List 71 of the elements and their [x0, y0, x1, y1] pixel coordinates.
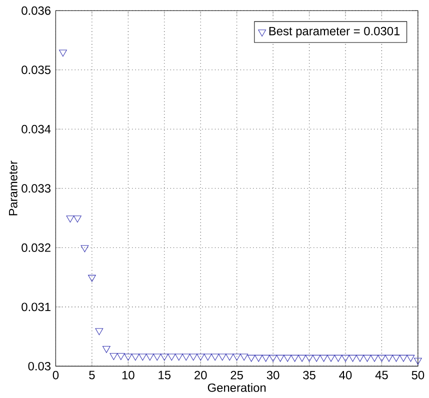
point: [168, 354, 176, 361]
x-tick-label: 20: [194, 370, 207, 380]
point: [298, 354, 306, 362]
y-tick-label: 0.034: [22, 124, 51, 134]
point: [378, 354, 386, 362]
point: [305, 354, 314, 362]
point: [290, 354, 299, 362]
point: [59, 50, 67, 57]
x-tick-label: 15: [158, 370, 171, 380]
point: [160, 354, 168, 361]
point: [110, 353, 118, 360]
point: [254, 354, 262, 362]
x-tick-label: 35: [303, 370, 316, 380]
point: [116, 353, 125, 360]
x-tick-label: 0: [52, 370, 59, 380]
point: [356, 354, 364, 362]
point: [247, 354, 256, 362]
x-axis-title: Generation: [208, 383, 266, 392]
point: [232, 354, 241, 361]
point: [218, 354, 226, 361]
point: [138, 354, 147, 361]
point: [102, 346, 110, 353]
point: [406, 354, 415, 362]
point: [414, 358, 422, 365]
x-tick-label: 5: [89, 370, 95, 380]
point: [146, 354, 154, 361]
point: [334, 354, 342, 362]
point: [88, 274, 96, 282]
point: [370, 354, 378, 362]
legend-label: Best parameter = 0.0301: [269, 26, 400, 38]
point: [182, 354, 190, 361]
point: [320, 354, 328, 362]
point: [66, 216, 74, 223]
x-tick-label: 25: [230, 370, 243, 380]
point: [211, 354, 220, 361]
point: [189, 354, 198, 361]
point: [348, 354, 357, 362]
point: [400, 354, 408, 362]
point: [240, 354, 248, 361]
point: [327, 354, 335, 362]
point: [276, 354, 284, 362]
x-tick-label: 50: [412, 370, 424, 380]
point: [385, 354, 393, 362]
point: [124, 354, 132, 361]
x-tick-label: 30: [266, 370, 280, 380]
y-tick-label: 0.033: [22, 184, 51, 193]
x-tick-label: 10: [122, 370, 134, 380]
point: [262, 354, 270, 362]
point: [80, 245, 89, 252]
y-tick-label: 0.035: [22, 66, 51, 74]
y-axis-title: Parameter: [9, 160, 18, 216]
y-tick-label: 0.03: [28, 362, 51, 370]
point: [284, 354, 292, 362]
point: [226, 354, 234, 361]
point: [269, 354, 277, 362]
point: [204, 354, 212, 361]
point: [174, 354, 183, 361]
x-tick-label: 45: [375, 370, 388, 380]
x-tick-label: 40: [339, 370, 352, 380]
point: [74, 216, 82, 223]
y-tick-label: 0.032: [22, 243, 50, 252]
point: [312, 354, 320, 362]
y-tick-label: 0.031: [22, 302, 50, 312]
point: [342, 354, 350, 362]
point: [196, 354, 205, 361]
point: [131, 354, 140, 361]
point: [95, 328, 104, 336]
point: [392, 354, 400, 362]
y-tick-label: 0.036: [22, 6, 51, 15]
point: [363, 354, 372, 362]
point: [153, 354, 162, 361]
